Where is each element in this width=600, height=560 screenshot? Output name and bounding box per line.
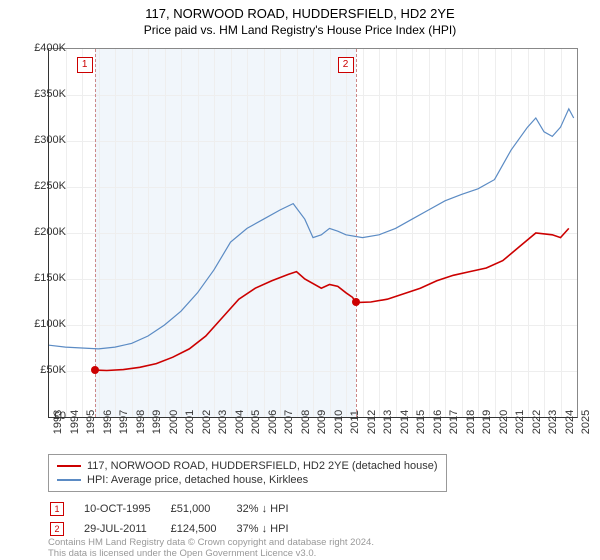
sale-marker-label: 2 [338,57,354,73]
sale-delta: 32% ↓ HPI [237,500,307,518]
x-axis-tick: 2001 [184,410,196,434]
legend-swatch [57,465,81,467]
table-row: 1 10-OCT-1995 £51,000 32% ↓ HPI [50,500,307,518]
x-axis-tick: 2023 [547,410,559,434]
y-axis-tick: £50K [40,364,66,376]
marker-ref-icon: 1 [50,502,64,516]
chart-plot-area: 12 [48,48,578,418]
license-footer: Contains HM Land Registry data © Crown c… [48,538,374,560]
x-axis-tick: 2021 [514,410,526,434]
legend-item: 117, NORWOOD ROAD, HUDDERSFIELD, HD2 2YE… [57,459,438,473]
y-axis-tick: £400K [34,42,66,54]
x-axis-tick: 2005 [250,410,262,434]
sale-date: 10-OCT-1995 [84,500,169,518]
x-axis-tick: 2024 [564,410,576,434]
x-axis-tick: 2022 [531,410,543,434]
legend-label: HPI: Average price, detached house, Kirk… [87,474,308,486]
x-axis-tick: 1994 [69,410,81,434]
marker-ref-icon: 2 [50,522,64,536]
x-axis-tick: 2003 [217,410,229,434]
y-axis-tick: £300K [34,134,66,146]
x-axis-tick: 1993 [52,410,64,434]
footer-line: This data is licensed under the Open Gov… [48,549,374,560]
x-axis-tick: 2010 [333,410,345,434]
sale-date: 29-JUL-2011 [84,520,169,538]
y-axis-tick: £150K [34,272,66,284]
sale-price: £124,500 [171,520,235,538]
chart-legend: 117, NORWOOD ROAD, HUDDERSFIELD, HD2 2YE… [48,454,447,492]
x-axis-tick: 2014 [399,410,411,434]
y-axis-tick: £200K [34,226,66,238]
chart-subtitle: Price paid vs. HM Land Registry's House … [0,21,600,37]
y-axis-tick: £100K [34,318,66,330]
x-axis-tick: 2013 [382,410,394,434]
x-axis-tick: 2016 [432,410,444,434]
legend-label: 117, NORWOOD ROAD, HUDDERSFIELD, HD2 2YE… [87,460,438,472]
y-axis-tick: £250K [34,180,66,192]
legend-item: HPI: Average price, detached house, Kirk… [57,473,438,487]
sale-price: £51,000 [171,500,235,518]
x-axis-tick: 2020 [498,410,510,434]
x-axis-tick: 1996 [102,410,114,434]
x-axis-tick: 2015 [415,410,427,434]
x-axis-tick: 1995 [85,410,97,434]
x-axis-tick: 2007 [283,410,295,434]
x-axis-tick: 2025 [580,410,592,434]
sales-table: 1 10-OCT-1995 £51,000 32% ↓ HPI 2 29-JUL… [48,498,309,540]
x-axis-tick: 2017 [448,410,460,434]
x-axis-tick: 2009 [316,410,328,434]
x-axis-tick: 2012 [366,410,378,434]
x-axis-tick: 2018 [465,410,477,434]
series-line-hpi [49,109,574,349]
x-axis-tick: 1997 [118,410,130,434]
sale-marker-dot [352,298,360,306]
x-axis-tick: 2002 [201,410,213,434]
legend-swatch [57,479,81,481]
y-axis-tick: £350K [34,88,66,100]
series-line-subject [95,228,569,370]
sale-delta: 37% ↓ HPI [237,520,307,538]
table-row: 2 29-JUL-2011 £124,500 37% ↓ HPI [50,520,307,538]
x-axis-tick: 2008 [300,410,312,434]
x-axis-tick: 2019 [481,410,493,434]
x-axis-tick: 2004 [234,410,246,434]
chart-lines [49,49,577,417]
x-axis-tick: 2011 [349,410,361,434]
x-axis-tick: 1998 [135,410,147,434]
x-axis-tick: 1999 [151,410,163,434]
x-axis-tick: 2006 [267,410,279,434]
sale-marker-dot [91,366,99,374]
sale-marker-label: 1 [77,57,93,73]
x-axis-tick: 2000 [168,410,180,434]
chart-title: 117, NORWOOD ROAD, HUDDERSFIELD, HD2 2YE [0,0,600,21]
